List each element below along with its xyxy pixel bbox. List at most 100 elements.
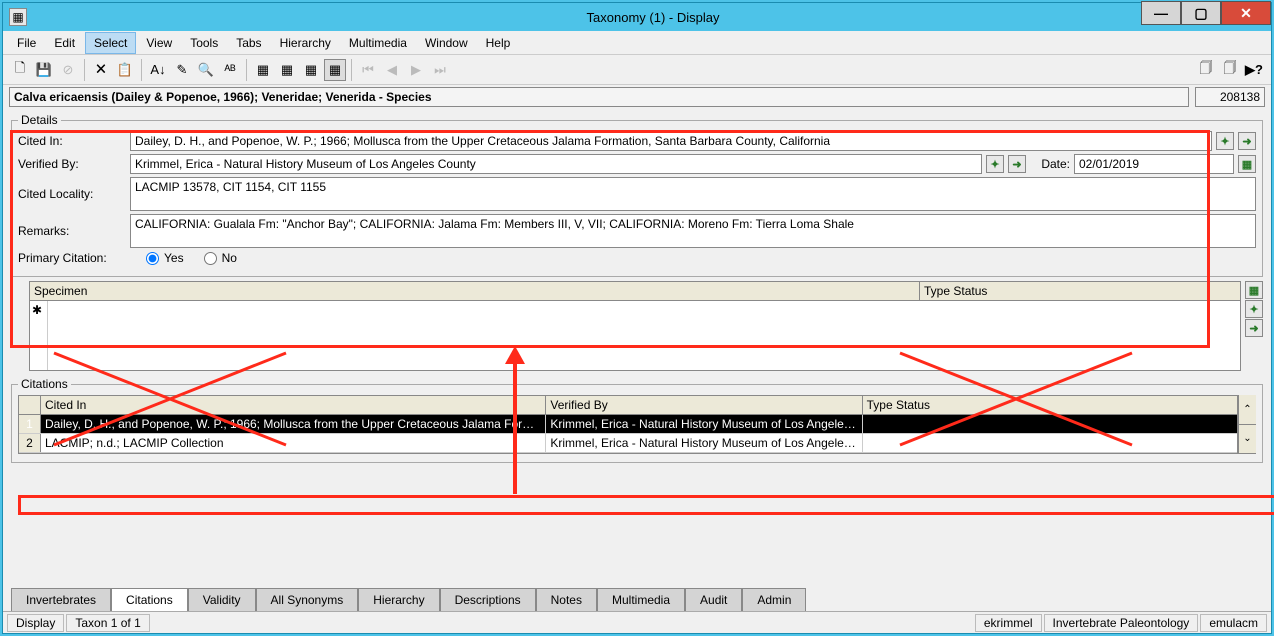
specimen-header-col2[interactable]: Type Status [920,282,1240,300]
date-picker-icon[interactable]: ▦ [1238,155,1256,173]
next-icon[interactable]: ▶ [405,59,427,81]
date-label: Date: [1030,157,1070,171]
minimize-button[interactable]: — [1141,1,1181,25]
status-mode: Display [7,614,64,632]
verified-go-icon[interactable]: ➜ [1008,155,1026,173]
delete-icon[interactable]: 🗙 [90,59,112,81]
status-host: emulacm [1200,614,1267,632]
link-icon[interactable]: 🗍 [1219,59,1241,81]
toolbar: 🗋 💾 ⊘ 🗙 📋 A↓ ✎ 🔍 ᴬᴮ ▦ ▦ ▦ ▦ ⏮ ◀ ▶ ⏭ 🗍 🗍 … [3,55,1271,85]
record-id: 208138 [1195,87,1265,107]
tab-validity[interactable]: Validity [188,588,256,611]
tab-descriptions[interactable]: Descriptions [440,588,536,611]
status-user: ekrimmel [975,614,1042,632]
details-fieldset: Details Cited In: Dailey, D. H., and Pop… [11,113,1263,277]
cancel-icon[interactable]: ⊘ [57,59,79,81]
specimen-add-icon[interactable]: ✦ [1245,300,1263,318]
citations-header-cited[interactable]: Cited In [41,396,546,414]
citations-header-type[interactable]: Type Status [863,396,1237,414]
statusbar: Display Taxon 1 of 1 ekrimmel Invertebra… [3,611,1271,633]
tab-citations[interactable]: Citations [111,588,188,611]
tab-invertebrates[interactable]: Invertebrates [11,588,111,611]
citation-row[interactable]: 1Dailey, D. H., and Popenoe, W. P.; 1966… [19,415,1237,434]
primary-no-radio[interactable]: No [204,251,237,265]
sort-icon[interactable]: A↓ [147,59,169,81]
save-icon[interactable]: 💾 [33,59,55,81]
close-button[interactable]: ✕ [1221,1,1271,25]
attach-icon[interactable]: 🗍 [1195,59,1217,81]
cited-in-go-icon[interactable]: ➜ [1238,132,1256,150]
specimen-table: Specimen Type Status ✱ [29,281,1241,371]
grid4-icon[interactable]: ▦ [324,59,346,81]
citations-scrollbar[interactable]: ⌃ ⌄ [1238,395,1256,454]
titlebar: ▦ Taxonomy (1) - Display — ▢ ✕ [3,3,1271,31]
tab-multimedia[interactable]: Multimedia [597,588,685,611]
record-header: Calva ericaensis (Dailey & Popenoe, 1966… [3,85,1271,109]
citation-row[interactable]: 2LACMIP; n.d.; LACMIP CollectionKrimmel,… [19,434,1237,453]
menubar: FileEditSelectViewToolsTabsHierarchyMult… [3,31,1271,55]
status-dept: Invertebrate Paleontology [1044,614,1199,632]
primary-citation-label: Primary Citation: [18,251,126,265]
cited-locality-label: Cited Locality: [18,187,126,201]
menu-select[interactable]: Select [85,32,136,54]
menu-edit[interactable]: Edit [46,33,83,53]
menu-tools[interactable]: Tools [182,33,226,53]
details-legend: Details [18,113,61,127]
verified-by-label: Verified By: [18,157,126,171]
remarks-label: Remarks: [18,224,126,238]
grid3-icon[interactable]: ▦ [300,59,322,81]
tab-hierarchy[interactable]: Hierarchy [358,588,439,611]
menu-view[interactable]: View [138,33,180,53]
first-icon[interactable]: ⏮ [357,59,379,81]
grid1-icon[interactable]: ▦ [252,59,274,81]
spell-icon[interactable]: ᴬᴮ [219,59,241,81]
menu-tabs[interactable]: Tabs [228,33,269,53]
menu-help[interactable]: Help [478,33,519,53]
search-icon[interactable]: 🔍 [195,59,217,81]
cited-in-field[interactable]: Dailey, D. H., and Popenoe, W. P.; 1966;… [130,131,1212,151]
menu-multimedia[interactable]: Multimedia [341,33,415,53]
tab-notes[interactable]: Notes [536,588,597,611]
citations-table: Cited In Verified By Type Status 1Dailey… [18,395,1238,454]
specimen-go-icon[interactable]: ➜ [1245,319,1263,337]
citations-fieldset: Citations Cited In Verified By Type Stat… [11,377,1263,463]
window-controls: — ▢ ✕ [1141,1,1271,25]
menu-hierarchy[interactable]: Hierarchy [272,33,339,53]
prev-icon[interactable]: ◀ [381,59,403,81]
grid2-icon[interactable]: ▦ [276,59,298,81]
specimen-header-col1[interactable]: Specimen [30,282,920,300]
scroll-up-icon[interactable]: ⌃ [1239,395,1256,425]
specimen-grid-icon[interactable]: ▦ [1245,281,1263,299]
main-window: ▦ Taxonomy (1) - Display — ▢ ✕ FileEditS… [2,2,1272,634]
menu-window[interactable]: Window [417,33,476,53]
cited-in-label: Cited In: [18,134,126,148]
tab-admin[interactable]: Admin [742,588,806,611]
tab-audit[interactable]: Audit [685,588,742,611]
copy-icon[interactable]: 📋 [114,59,136,81]
cited-in-add-icon[interactable]: ✦ [1216,132,1234,150]
remarks-field[interactable]: CALIFORNIA: Gualala Fm: "Anchor Bay"; CA… [130,214,1256,248]
primary-yes-radio[interactable]: Yes [146,251,184,265]
help-icon[interactable]: ▶? [1243,59,1265,81]
cited-locality-field[interactable]: LACMIP 13578, CIT 1154, CIT 1155 [130,177,1256,211]
tab-all-synonyms[interactable]: All Synonyms [256,588,359,611]
verified-add-icon[interactable]: ✦ [986,155,1004,173]
specimen-new-row-icon[interactable]: ✱ [30,301,48,370]
date-field[interactable]: 02/01/2019 [1074,154,1234,174]
citations-legend: Citations [18,377,71,391]
last-icon[interactable]: ⏭ [429,59,451,81]
new-icon[interactable]: 🗋 [9,59,31,81]
status-position: Taxon 1 of 1 [66,614,149,632]
content-area: Details Cited In: Dailey, D. H., and Pop… [3,109,1271,584]
record-name: Calva ericaensis (Dailey & Popenoe, 1966… [9,87,1189,107]
edit-icon[interactable]: ✎ [171,59,193,81]
maximize-button[interactable]: ▢ [1181,1,1221,25]
specimen-area: Specimen Type Status ✱ ▦ ✦ ➜ [11,281,1263,371]
citations-header-verified[interactable]: Verified By [546,396,862,414]
app-icon: ▦ [9,8,27,26]
window-title: Taxonomy (1) - Display [35,10,1271,25]
verified-by-field[interactable]: Krimmel, Erica - Natural History Museum … [130,154,982,174]
tab-bar: InvertebratesCitationsValidityAll Synony… [3,584,1271,611]
menu-file[interactable]: File [9,33,44,53]
scroll-down-icon[interactable]: ⌄ [1239,425,1256,455]
